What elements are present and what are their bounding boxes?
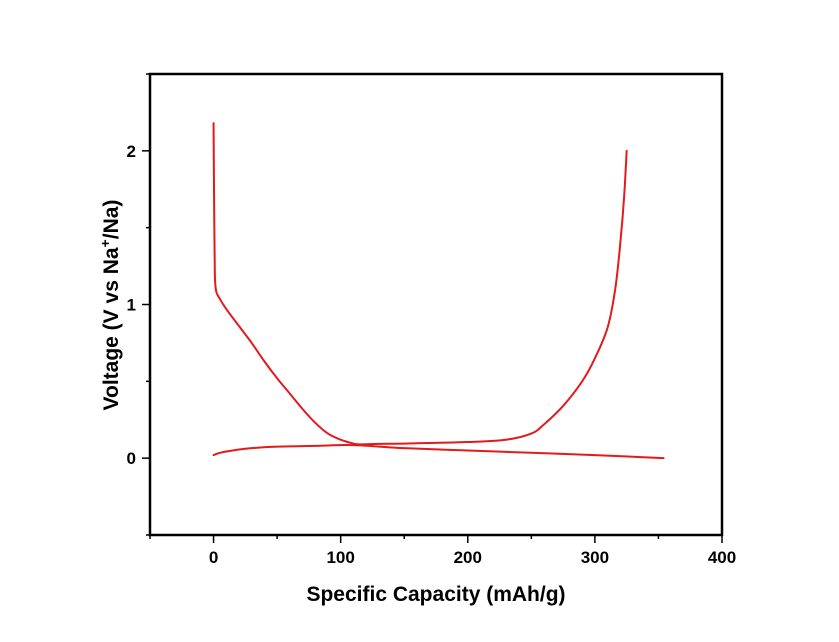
y-axis-title: Voltage (V vs Na+/Na) <box>97 200 123 411</box>
tick-labels: 0 100 200 300 400 0 1 2 <box>127 142 737 567</box>
plot-frame <box>148 72 724 537</box>
y-tick-label: 0 <box>127 449 136 468</box>
series-line-discharge <box>212 444 665 460</box>
x-tick-label: 300 <box>581 548 609 567</box>
major-ticks <box>142 150 723 543</box>
x-tick-label: 200 <box>454 548 482 567</box>
minor-ticks <box>146 73 660 539</box>
series-layer <box>212 122 665 460</box>
y-axis-title-suffix: /Na) <box>100 200 123 240</box>
y-tick-label: 2 <box>127 142 136 161</box>
x-axis-title: Specific Capacity (mAh/g) <box>306 583 565 606</box>
y-axis-title-superscript: + <box>97 239 113 247</box>
series-line-charge <box>212 122 628 446</box>
x-tick-label: 100 <box>326 548 354 567</box>
y-tick-label: 1 <box>127 296 136 315</box>
x-tick-label: 400 <box>708 548 736 567</box>
x-tick-label: 0 <box>209 548 218 567</box>
y-axis-title-prefix: Voltage (V vs Na <box>100 247 123 410</box>
